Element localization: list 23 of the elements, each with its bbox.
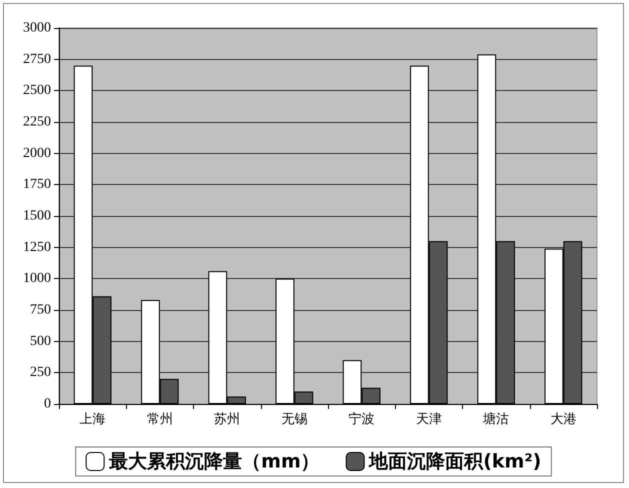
y-tick-label: 500 — [30, 334, 51, 349]
legend-label: 最大累积沉降量（mm） — [108, 450, 320, 472]
y-tick-label: 2500 — [23, 83, 51, 98]
y-tick-label: 750 — [30, 302, 51, 318]
y-tick-label: 1000 — [23, 271, 51, 286]
legend-label: 地面沉降面积(km²) — [368, 450, 542, 472]
y-tick-label: 1750 — [23, 177, 51, 192]
x-tick-label: 苏州 — [214, 412, 240, 427]
y-tick-label: 1500 — [23, 208, 51, 224]
x-tick-label: 无锡 — [281, 412, 308, 427]
x-tick-label: 大港 — [550, 412, 576, 427]
x-tick-label: 常州 — [146, 412, 173, 427]
x-tick-label: 塘沽 — [482, 412, 510, 427]
y-tick-label: 2250 — [23, 114, 51, 130]
y-tick-label: 250 — [30, 365, 51, 380]
x-tick-label: 宁波 — [348, 411, 375, 427]
y-tick-label: 3000 — [23, 20, 51, 36]
y-tick-label: 2000 — [23, 146, 51, 161]
x-tick-label: 天津 — [416, 412, 442, 427]
x-tick-label: 上海 — [80, 412, 106, 427]
y-tick-label: 1250 — [23, 240, 51, 255]
y-tick-label: 2750 — [23, 52, 51, 67]
y-tick-label: 0 — [44, 396, 51, 412]
